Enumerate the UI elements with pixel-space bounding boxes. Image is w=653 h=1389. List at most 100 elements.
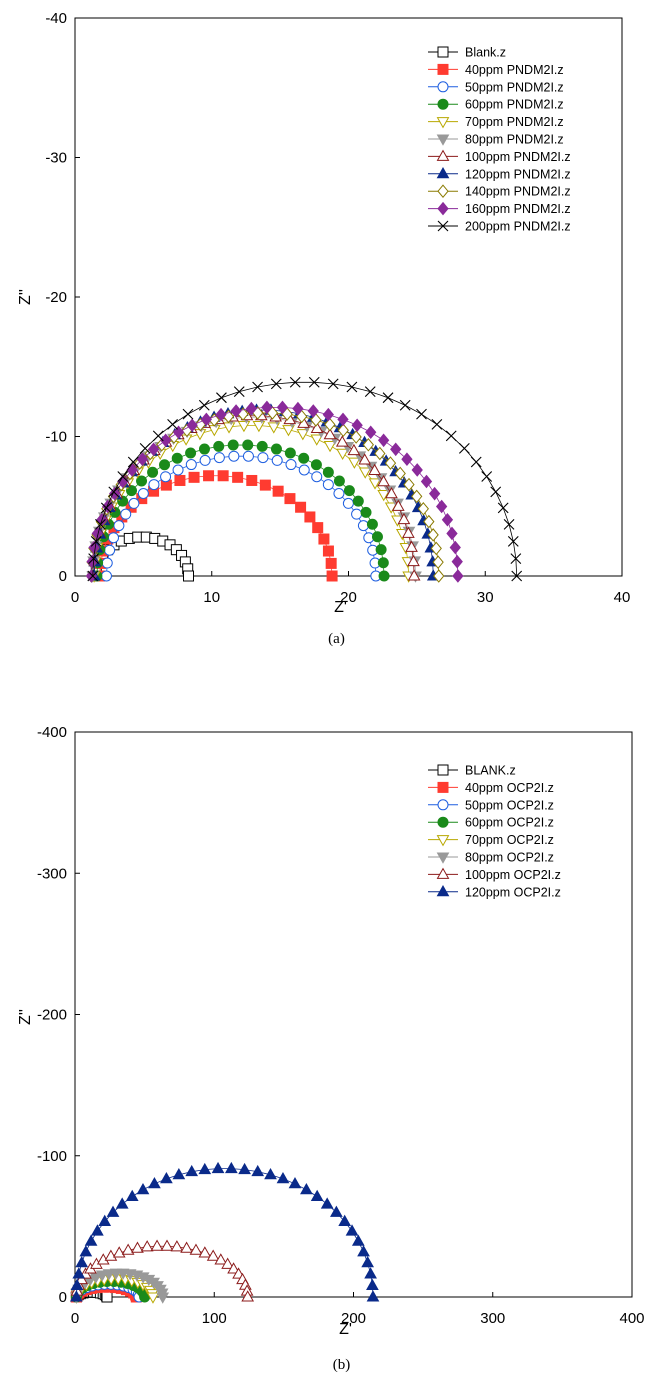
data-point: [172, 425, 185, 440]
data-point: [310, 459, 322, 471]
data-point: [152, 430, 164, 442]
data-point: [364, 1267, 377, 1279]
y-tick-label: -30: [45, 150, 67, 167]
data-point: [333, 475, 345, 487]
data-point: [322, 466, 334, 478]
data-point: [490, 486, 502, 498]
data-point: [470, 456, 482, 468]
legend-label: 70ppm PNDM2I.z: [465, 115, 564, 129]
data-point: [172, 464, 184, 476]
legend: BLANK.z 40ppm OCP2I.z 50ppm OCP2I.z 60ppm O…: [428, 764, 561, 899]
data-point: [188, 471, 200, 483]
data-point: [337, 423, 349, 438]
legend-label: 100ppm OCP2I.z: [465, 868, 561, 882]
data-point: [238, 1162, 251, 1175]
data-point: [252, 421, 266, 433]
data-point: [100, 570, 112, 582]
data-point: [213, 440, 225, 452]
data-point: [198, 1246, 212, 1258]
data-point: [147, 442, 160, 457]
data-point: [108, 532, 120, 544]
data-point: [213, 452, 225, 464]
data-point: [351, 508, 363, 520]
data-point: [323, 441, 337, 453]
data-point: [95, 519, 106, 530]
x-tick-label: 0: [71, 1310, 79, 1327]
data-point: [417, 501, 429, 516]
data-point: [333, 487, 345, 499]
data-point: [241, 1290, 255, 1302]
y-tick-label: 0: [59, 1289, 67, 1306]
data-point: [227, 1262, 240, 1274]
data-point: [216, 392, 227, 404]
data-point: [284, 447, 296, 459]
data-point: [246, 474, 258, 486]
data-point: [139, 443, 151, 454]
data-point: [350, 430, 362, 444]
data-point: [307, 404, 319, 418]
chart-a: 0 10 20 30 40 0 -10 -20 -30 -40 Z' Z'' (a) Blank.z 40p…: [17, 10, 630, 647]
legend-marker: [436, 134, 450, 146]
data-point: [98, 1214, 112, 1226]
legend-marker: [437, 764, 449, 776]
data-point: [156, 1292, 170, 1304]
data-point: [171, 452, 183, 464]
legend-label: 40ppm PNDM2I.z: [465, 63, 564, 77]
data-point: [160, 1239, 174, 1251]
chart-b: 0 100 200 300 400 0 -100 -200 -300 -400 Z' Z'' (b) BL…: [17, 724, 645, 1373]
data-point: [198, 443, 210, 455]
data-point: [221, 1257, 234, 1269]
data-point: [131, 1241, 144, 1253]
data-point: [310, 434, 324, 446]
data-point: [427, 528, 439, 542]
data-point: [72, 1267, 86, 1279]
y-tick-label: -200: [37, 1007, 67, 1024]
x-tick-label: 20: [340, 589, 357, 606]
data-point: [242, 450, 254, 462]
data-point: [401, 452, 413, 466]
data-point: [106, 1205, 120, 1217]
data-point: [148, 1177, 161, 1189]
data-point: [282, 425, 295, 437]
data-point: [242, 439, 254, 451]
data-point: [284, 493, 296, 505]
data-point: [296, 429, 310, 441]
series-8: [70, 1161, 380, 1302]
data-point: [270, 378, 282, 390]
legend-label: 120ppm OCP2I.z: [465, 885, 561, 899]
data-point: [182, 408, 194, 420]
data-point: [117, 471, 129, 482]
data-point: [346, 381, 358, 393]
data-point: [120, 508, 132, 520]
data-point: [366, 1290, 380, 1302]
data-point: [88, 553, 100, 565]
data-point: [402, 526, 415, 538]
data-point: [160, 1172, 173, 1184]
data-point: [232, 471, 244, 483]
x-tick-label: 300: [480, 1310, 505, 1327]
y-tick-label: -40: [45, 10, 67, 27]
data-point: [322, 479, 334, 491]
data-point: [458, 443, 470, 454]
data-point: [384, 456, 397, 470]
data-point: [101, 1291, 113, 1303]
legend-marker: [436, 852, 450, 864]
data-point: [257, 452, 269, 464]
legend-marker: [437, 781, 449, 793]
legend-marker: [436, 867, 450, 879]
series-4: [91, 439, 390, 582]
data-point: [323, 427, 337, 440]
data-point: [214, 1253, 228, 1265]
data-point: [357, 520, 369, 532]
data-point: [227, 439, 239, 451]
data-point: [338, 1214, 352, 1226]
legend-label: 200ppm PNDM2I.z: [465, 220, 571, 234]
data-point: [399, 399, 411, 411]
data-point: [511, 570, 523, 582]
x-tick-label: 400: [619, 1310, 644, 1327]
data-point: [174, 474, 186, 486]
data-point: [267, 422, 281, 434]
x-tick-label: 10: [203, 589, 220, 606]
data-point: [368, 463, 381, 475]
